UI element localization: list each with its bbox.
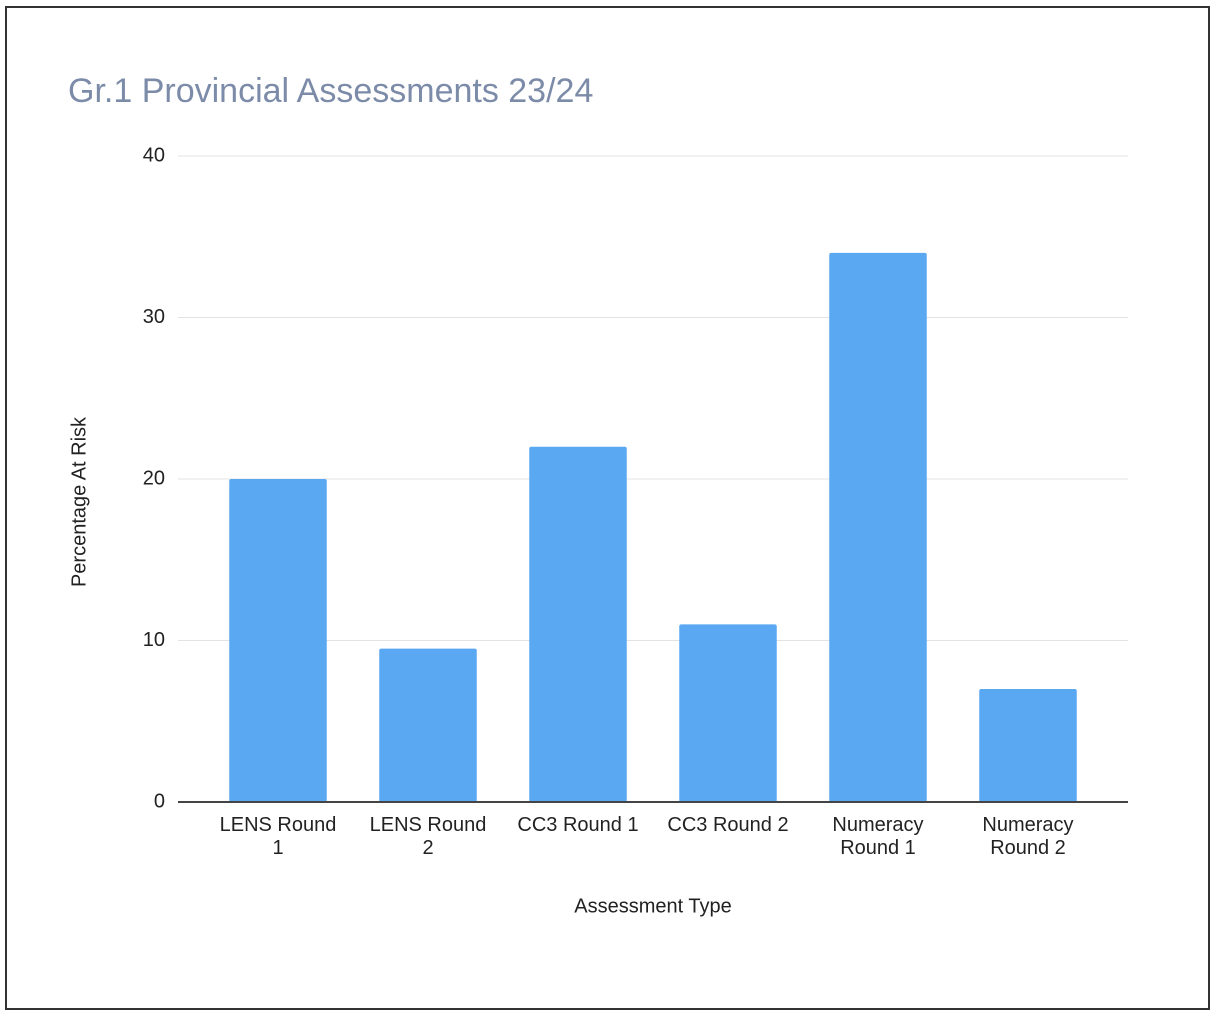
- y-tick-label: 30: [143, 306, 165, 328]
- x-tick-label: Numeracy Round 2: [982, 814, 1074, 859]
- x-tick-label-box: Numeracy Round 2: [982, 814, 1074, 859]
- y-tick-label: 0: [154, 790, 165, 812]
- y-tick-label: 40: [143, 144, 165, 166]
- x-tick-label: CC3 Round 2: [667, 814, 789, 836]
- bar: [979, 688, 1077, 802]
- x-tick-label: LENS Round 1: [219, 814, 337, 859]
- y-axis-label: Percentage At Risk: [68, 416, 90, 587]
- x-tick-label-box: CC3 Round 1: [517, 814, 639, 836]
- bar: [229, 479, 327, 802]
- x-tick-label: CC3 Round 1: [517, 814, 639, 836]
- chart-title: Gr.1 Provincial Assessments 23/24: [68, 72, 593, 110]
- x-tick-label: Numeracy Round 1: [832, 814, 924, 859]
- x-axis-label: Assessment Type: [574, 895, 731, 917]
- x-tick-label-box: CC3 Round 2: [667, 814, 789, 836]
- x-tick-label-box: LENS Round 1: [219, 814, 337, 859]
- bar: [379, 648, 477, 802]
- y-tick-label: 10: [143, 629, 165, 651]
- x-tick-label: LENS Round 2: [369, 814, 487, 859]
- x-tick-label-box: LENS Round 2: [369, 814, 487, 859]
- x-tick-label-box: Numeracy Round 1: [832, 814, 924, 859]
- bar: [529, 446, 627, 802]
- bar: [679, 624, 777, 802]
- y-tick-label: 20: [143, 467, 165, 489]
- bar: [829, 252, 927, 802]
